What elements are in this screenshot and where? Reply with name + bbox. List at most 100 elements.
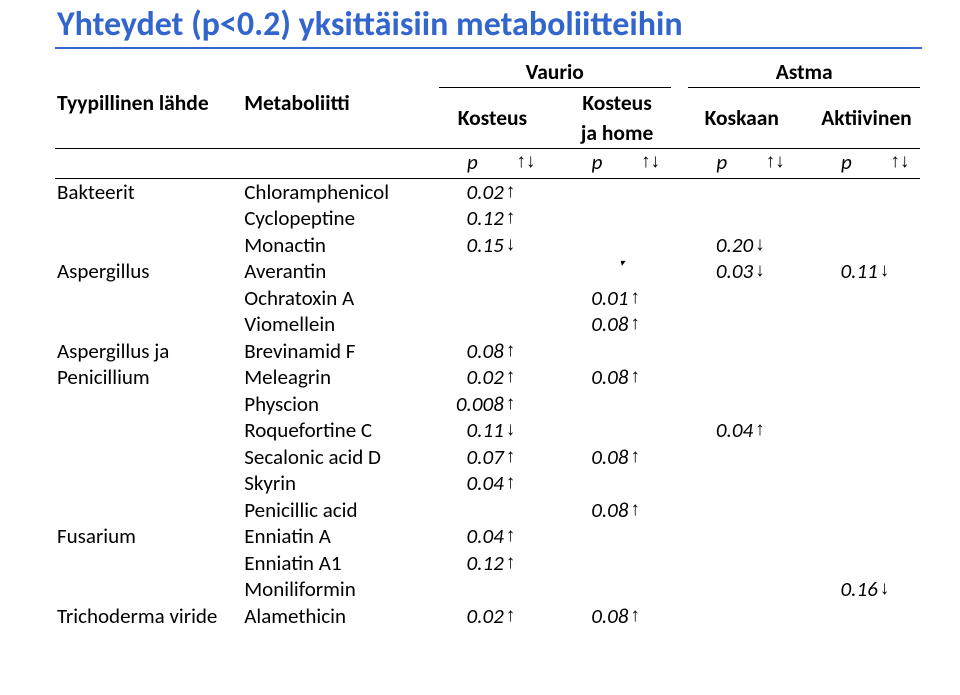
table-cell: ↑ — [506, 523, 546, 550]
table-cell — [55, 391, 244, 418]
table-cell: Penicillium — [55, 364, 244, 391]
table-cell: Physcion — [244, 391, 439, 418]
table-cell — [671, 444, 689, 471]
table-row: Penicillic acid0.08↑ — [55, 497, 920, 524]
table-cell: ↑ — [506, 550, 546, 577]
table-cell — [880, 497, 920, 524]
table-cell — [880, 391, 920, 418]
table-cell — [671, 523, 689, 550]
table-cell — [880, 338, 920, 365]
hdr-vaurio: Vaurio — [439, 57, 671, 88]
table-cell: ↑ — [630, 364, 670, 391]
table-cell — [688, 205, 755, 232]
table-cell — [795, 205, 813, 232]
table-cell — [880, 523, 920, 550]
table-row: Cyclopeptine0.12↑ — [55, 205, 920, 232]
hdr-arrow-2: ↑↓ — [630, 149, 670, 179]
table-cell — [671, 417, 689, 444]
table-cell — [671, 232, 689, 259]
table-cell — [813, 311, 880, 338]
table-cell: 0.08 — [439, 338, 506, 365]
table-cell — [795, 417, 813, 444]
table-cell — [880, 178, 920, 205]
table-cell — [506, 285, 546, 312]
table-cell — [880, 205, 920, 232]
metabolite-table: Tyypillinen lähde Metaboliitti Vaurio As… — [55, 57, 920, 629]
table-cell: 0.20 — [688, 232, 755, 259]
table-cell — [439, 285, 506, 312]
table-cell — [564, 338, 631, 365]
table-cell — [546, 470, 564, 497]
table-cell — [55, 285, 244, 312]
table-cell: ↓ — [880, 576, 920, 603]
hdr-koskaan: Koskaan — [688, 88, 795, 149]
table-cell — [564, 178, 631, 205]
table-cell — [546, 232, 564, 259]
table-cell — [688, 444, 755, 471]
table-cell — [813, 444, 880, 471]
table-cell: ↑ — [630, 497, 670, 524]
table-cell: ↑ — [755, 417, 795, 444]
table-cell — [688, 178, 755, 205]
table-cell — [630, 205, 670, 232]
table-row: AspergillusAverantin▾0.03↓0.11↓ — [55, 258, 920, 285]
table-cell — [564, 391, 631, 418]
table-cell — [671, 576, 689, 603]
table-cell: 0.04 — [439, 470, 506, 497]
table-cell — [506, 576, 546, 603]
hdr-p-2: p — [564, 149, 631, 179]
table-row: Secalonic acid D0.07↑0.08↑ — [55, 444, 920, 471]
table-cell — [55, 311, 244, 338]
table-cell — [546, 391, 564, 418]
table-cell: Moniliformin — [244, 576, 439, 603]
table-row: Moniliformin0.16↓ — [55, 576, 920, 603]
hdr-p-3: p — [688, 149, 755, 179]
table-cell: Alamethicin — [244, 603, 439, 630]
table-row: FusariumEnniatin A0.04↑ — [55, 523, 920, 550]
table-cell — [546, 550, 564, 577]
table-cell — [671, 391, 689, 418]
table-cell — [813, 338, 880, 365]
table-cell — [564, 417, 631, 444]
table-cell: ↑ — [630, 603, 670, 630]
table-cell — [671, 258, 689, 285]
table-cell — [546, 285, 564, 312]
hdr-metabolite: Metaboliitti — [244, 57, 439, 149]
table-cell: ↑ — [506, 205, 546, 232]
table-cell: ↑ — [630, 444, 670, 471]
table-row: Trichoderma virideAlamethicin0.02↑0.08↑ — [55, 603, 920, 630]
table-row: Physcion0.008↑ — [55, 391, 920, 418]
hdr-arrow-3: ↑↓ — [755, 149, 795, 179]
table-cell: Enniatin A1 — [244, 550, 439, 577]
table-cell: Chloramphenicol — [244, 178, 439, 205]
table-cell: 0.12 — [439, 205, 506, 232]
table-cell: Cyclopeptine — [244, 205, 439, 232]
table-cell — [880, 232, 920, 259]
table-cell — [630, 232, 670, 259]
table-cell — [630, 178, 670, 205]
table-cell — [688, 550, 755, 577]
table-cell — [630, 417, 670, 444]
table-cell — [671, 285, 689, 312]
hdr-p-1: p — [439, 149, 506, 179]
table-cell: Brevinamid F — [244, 338, 439, 365]
table-cell: ↑ — [506, 178, 546, 205]
table-cell — [55, 497, 244, 524]
table-cell — [880, 285, 920, 312]
table-cell — [630, 258, 670, 285]
table-cell — [880, 364, 920, 391]
table-cell: 0.08 — [564, 311, 631, 338]
table-cell — [546, 417, 564, 444]
table-cell — [795, 232, 813, 259]
table-cell — [880, 603, 920, 630]
table-cell — [55, 205, 244, 232]
table-cell — [630, 523, 670, 550]
table-cell — [546, 444, 564, 471]
table-cell — [813, 178, 880, 205]
table-cell: ▾ — [564, 258, 631, 285]
table-cell — [546, 497, 564, 524]
table-cell — [688, 338, 755, 365]
table-cell: ↑ — [506, 391, 546, 418]
table-cell — [564, 576, 631, 603]
table-cell: 0.08 — [564, 364, 631, 391]
